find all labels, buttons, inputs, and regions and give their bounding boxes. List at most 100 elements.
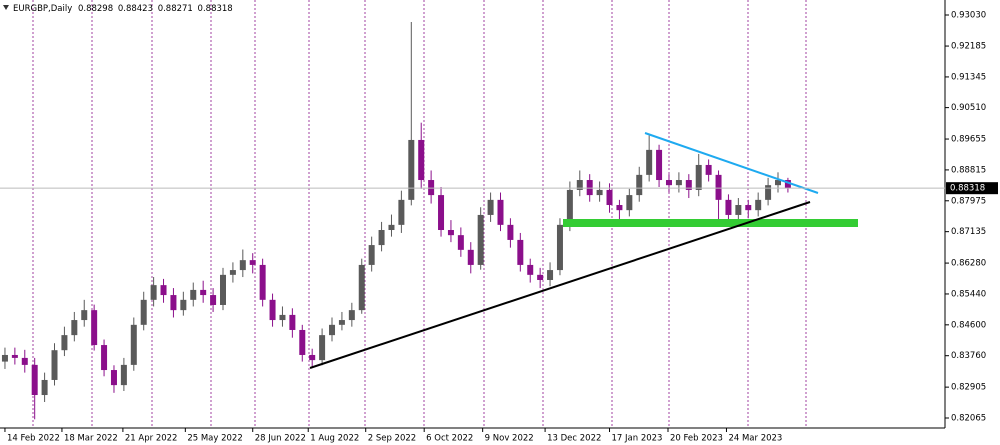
candle-body: [527, 264, 534, 275]
candle-body: [170, 295, 177, 311]
high: 0.88423: [118, 4, 153, 14]
candle-body: [675, 180, 682, 186]
menu-icon: [3, 5, 9, 10]
x-tick-label: 20 Feb 2023: [670, 434, 723, 444]
open: 0.88298: [78, 4, 113, 14]
candle-body: [586, 180, 593, 196]
candle-body: [547, 270, 554, 280]
candle-body: [735, 205, 742, 215]
candle-body: [289, 314, 296, 330]
candle-body: [368, 245, 375, 265]
candle-body: [219, 274, 226, 305]
y-tick-label: 0.91345: [951, 72, 986, 82]
candle-body: [140, 299, 147, 325]
candle-body: [229, 270, 236, 275]
y-tick-label: 0.88815: [951, 165, 986, 175]
x-tick-label: 2 Sep 2022: [368, 434, 416, 444]
trend-line: [309, 201, 811, 369]
y-tick-label: 0.87975: [951, 196, 986, 206]
candle-body: [487, 199, 494, 215]
candle-body: [388, 224, 395, 231]
candle-body: [418, 139, 425, 181]
x-tick-label: 6 Oct 2022: [426, 434, 473, 444]
low: 0.88271: [158, 4, 193, 14]
candle-body: [725, 199, 732, 215]
candle-body: [299, 329, 306, 355]
candle-body: [259, 264, 266, 300]
x-tick-label: 18 Mar 2022: [64, 434, 118, 444]
candle-body: [408, 139, 415, 200]
y-tick-label: 0.86280: [951, 259, 986, 269]
candle-body: [21, 357, 28, 365]
x-tick-label: 24 Mar 2023: [728, 434, 782, 444]
candle-body: [616, 205, 623, 211]
candle-body: [447, 230, 454, 236]
x-tick-label: 25 May 2022: [187, 434, 242, 444]
symbol: EURGBP,Daily: [13, 4, 72, 14]
y-tick-label: 0.89655: [951, 135, 986, 145]
y-tick-label: 0.83760: [951, 351, 986, 361]
candle-body: [160, 285, 167, 296]
close: 0.88318: [198, 4, 233, 14]
x-tick-label: 21 Apr 2022: [125, 434, 178, 444]
candle-body: [457, 235, 464, 250]
candle-body: [190, 289, 197, 300]
candle-body: [428, 180, 435, 196]
candle-body: [765, 185, 772, 200]
candle-body: [566, 189, 573, 225]
plot: [1, 21, 791, 420]
candle-body: [200, 289, 207, 296]
candle-body: [537, 274, 544, 280]
x-tick-label: 13 Dec 2022: [547, 434, 601, 444]
candle-body: [61, 335, 68, 351]
candle-body: [269, 299, 276, 321]
candle-body: [467, 249, 474, 265]
candle-body: [398, 199, 405, 225]
candle-body: [31, 364, 38, 396]
candle-body: [51, 350, 58, 380]
candle-body: [348, 310, 355, 321]
x-tick-label: 28 Jun 2022: [255, 434, 306, 444]
candle-body: [755, 199, 762, 211]
candle-body: [239, 260, 246, 271]
candle-body: [91, 310, 98, 346]
x-tick-label: 9 Nov 2022: [485, 434, 534, 444]
x-tick-label: 17 Jan 2023: [612, 434, 663, 444]
y-tick-label: 0.84600: [951, 320, 986, 330]
candle-body: [656, 149, 663, 181]
x-tick-label: 1 Aug 2022: [310, 434, 359, 444]
candle-body: [775, 180, 782, 186]
x-tick-label: 14 Feb 2022: [7, 434, 60, 444]
candle-body: [81, 310, 88, 321]
candle-body: [41, 379, 48, 396]
candle-body: [517, 239, 524, 265]
chart-header: EURGBP,Daily 0.88298 0.88423 0.88271 0.8…: [13, 4, 233, 14]
candle-body: [71, 320, 78, 336]
candle-body: [130, 324, 137, 365]
candle-body: [11, 354, 18, 358]
last-price-box: [946, 182, 998, 195]
last-price-label: 0.88318: [950, 184, 985, 194]
candle-body: [309, 354, 316, 361]
candle-body: [210, 295, 217, 305]
candle-body: [378, 230, 385, 246]
candle-body: [507, 224, 514, 240]
y-tick-label: 0.92185: [951, 42, 986, 52]
candle-body: [745, 205, 752, 211]
candle-body: [279, 314, 286, 321]
y-tick-label: 0.90510: [951, 103, 986, 113]
candle-body: [101, 345, 108, 371]
candle-body: [438, 195, 445, 231]
y-tick-label: 0.82905: [951, 383, 986, 393]
candle-body: [1, 354, 8, 362]
candle-body: [665, 180, 672, 186]
candle-body: [646, 149, 653, 175]
candle-body: [636, 174, 643, 196]
candle-body: [576, 180, 583, 190]
candle-body: [358, 264, 365, 311]
candle-body: [180, 299, 187, 311]
resistance-line: [644, 132, 819, 194]
candle-body: [626, 195, 633, 211]
candle-body: [477, 214, 484, 265]
